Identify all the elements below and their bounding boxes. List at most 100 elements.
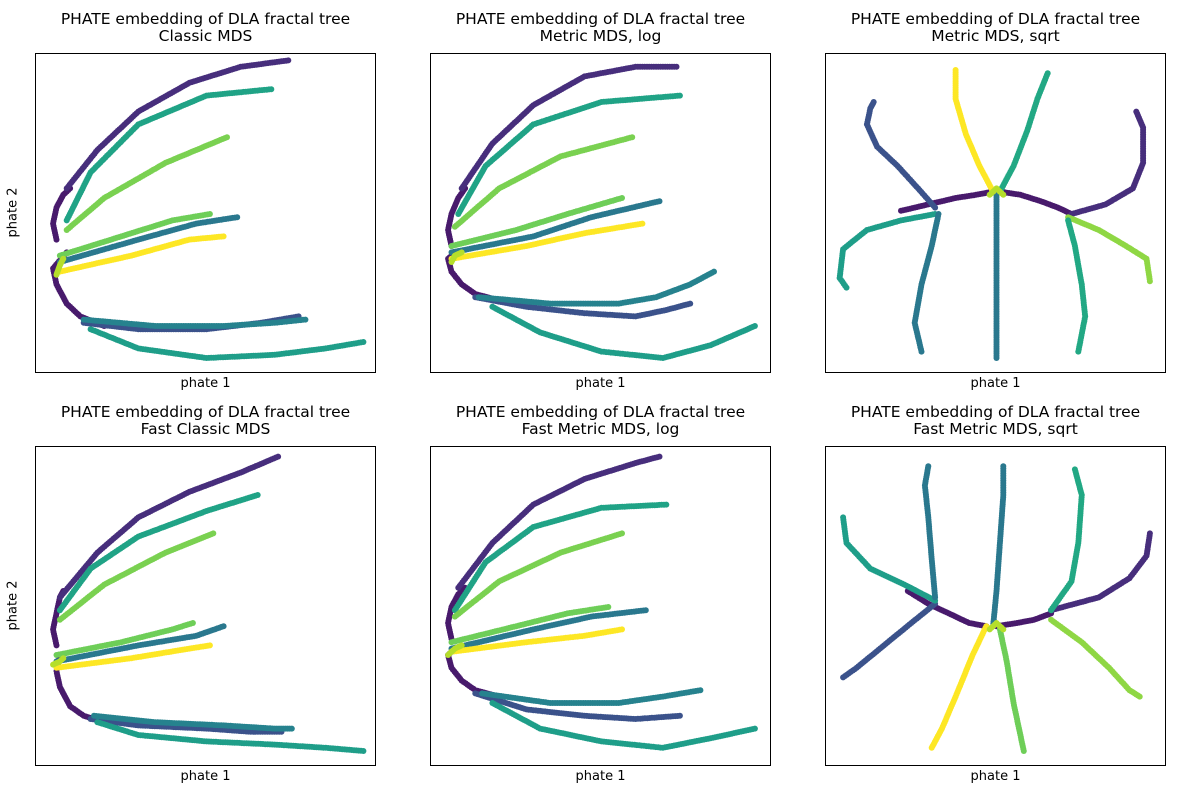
series-12 [448,249,465,265]
series-9 [1048,530,1153,614]
series-11 [489,303,758,361]
chart-subtitle: Metric MDS, sqrt [931,27,1060,45]
series-6 [53,620,196,658]
series-8 [996,626,1027,754]
scatter-point [1146,278,1153,285]
scatter-point [458,249,465,256]
scatter-svg [840,463,1153,754]
series-5 [451,530,625,620]
scatter-point [458,642,465,649]
series-10 [475,268,717,307]
scatter-point [285,57,292,64]
chart-subtitle: Fast Metric MDS, sqrt [913,420,1078,438]
plot-area [35,53,376,373]
series-6 [56,211,213,259]
scatter-point [1071,466,1078,473]
series-12 [53,255,67,278]
scatter-svg [445,453,758,751]
series-11 [94,719,367,754]
series-5 [63,134,230,233]
series-4 [451,501,670,614]
scatter-point [302,316,309,323]
scatter-point [210,530,217,537]
series-10 [91,712,295,732]
series-4 [63,86,275,224]
plot-area [430,53,771,373]
series-10 [479,687,704,706]
series-6 [993,191,1000,361]
scatter-point [656,453,663,460]
scatter-point [60,655,67,662]
scatter-point [220,233,227,240]
scatter-point [1044,70,1051,77]
scatter-point [639,220,646,227]
scatter-point [925,463,932,470]
series-5 [911,211,942,355]
scatter-point [993,355,1000,361]
scatter-point [676,712,683,719]
scatter-point [656,198,663,205]
scatter-point [619,626,625,633]
scatter-point [206,642,213,649]
chart-panel-2: PHATE embedding of DLA fractal tree Metri… [400,10,801,411]
scatter-point [1000,191,1007,198]
series-5 [921,463,939,601]
chart-title: PHATE embedding of DLA fractal tree [850,403,1141,421]
x-axis-label: phate 1 [180,769,231,784]
scatter-point [220,623,227,630]
scatter-point [840,514,847,521]
scatter-point [1000,626,1007,633]
series-6 [448,604,612,646]
scatter-point [663,501,670,508]
x-axis-label: phate 1 [575,376,626,391]
series-10 [1048,616,1143,700]
chart-subtitle: Metric MDS, log [539,27,662,45]
series-3 [63,57,292,192]
chart-title: PHATE embedding of DLA fractal tree [60,10,351,28]
series-8 [996,70,1051,195]
series-11 [1048,466,1085,614]
series-3 [863,99,939,211]
scatter-point [224,134,230,141]
chart-subtitle: Classic MDS [158,27,253,45]
chart-panel-5: PHATE embedding of DLA fractal tree Fast … [400,403,801,804]
scatter-point [1136,693,1143,700]
scatter-svg [50,57,367,361]
scatter-point [1146,530,1153,537]
series-3 [455,453,663,591]
scatter-point [275,453,282,460]
series-7 [53,623,227,665]
scatter-point [360,339,367,345]
y-axis-label: phate 2 [5,187,21,238]
scatter-point [360,748,367,754]
chart-panel-1: PHATE embedding of DLA fractal tree Class… [5,10,406,411]
scatter-point [687,300,694,307]
scatter-point [751,725,758,732]
chart-panel-6: PHATE embedding of DLA fractal tree Fast … [795,403,1196,804]
scatter-point [629,134,636,141]
series-12 [986,185,1007,198]
scatter-point [605,604,612,610]
x-axis-label: phate 1 [180,376,231,391]
chart-title: PHATE embedding of DLA fractal tree [455,10,746,28]
scatter-point [711,268,717,275]
series-7 [952,67,997,195]
scatter-point [619,195,625,201]
series-4 [836,211,939,291]
series-7 [56,214,241,265]
chart-panel-3: PHATE embedding of DLA fractal tree Metri… [795,10,1196,411]
series-6 [448,195,625,249]
series-2 [445,584,469,642]
scatter-svg [50,453,367,754]
scatter-point [234,214,241,221]
series-4 [56,492,261,614]
series-11 [1065,217,1089,355]
series-12 [986,620,1007,633]
scatter-point [870,99,877,105]
series-3 [56,453,282,601]
chart-subtitle: Fast Classic MDS [140,420,271,438]
chart-title: PHATE embedding of DLA fractal tree [60,403,351,421]
chart-title: PHATE embedding of DLA fractal tree [850,10,1141,28]
series-3 [840,600,939,681]
series-9 [1068,108,1147,217]
